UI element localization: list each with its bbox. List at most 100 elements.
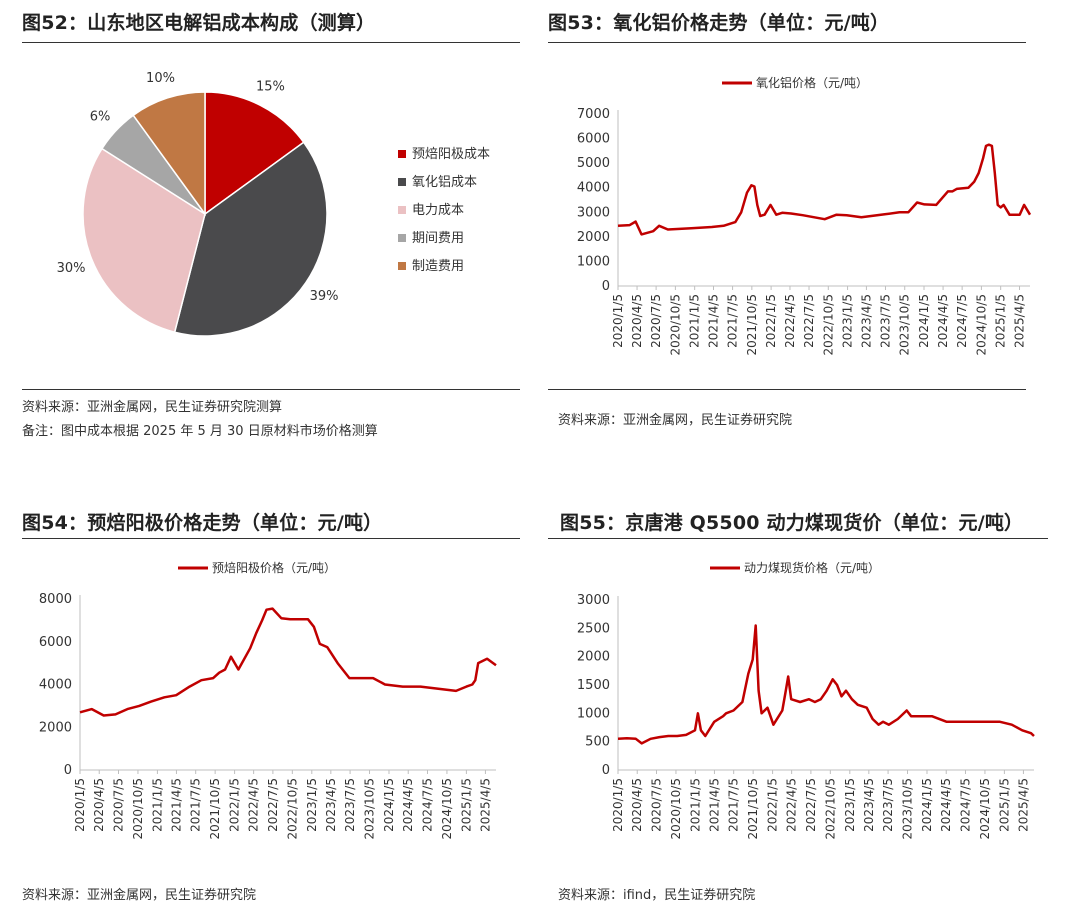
x-tick-label-20: 2025/1/5 [459, 778, 473, 832]
x-tick-label-11: 2022/10/5 [821, 294, 835, 356]
y-tick-label-5: 2500 [577, 621, 610, 636]
x-tick-label-5: 2021/4/5 [169, 778, 183, 832]
x-tick-label-0: 2020/1/5 [611, 778, 625, 832]
x-tick-label-8: 2022/1/5 [764, 294, 778, 348]
x-tick-label-8: 2022/1/5 [766, 778, 780, 832]
fig54-panel: 图54：预焙阳极价格走势（单位：元/吨） 预焙阳极价格（元/吨） 0 2000 400… [22, 506, 520, 906]
x-tick-label-21: 2025/4/5 [1013, 294, 1027, 348]
x-tick-label-6: 2021/7/5 [726, 294, 740, 348]
x-tick-label-0: 2020/1/5 [73, 778, 87, 832]
fig52-note: 备注：图中成本根据 2025 年 5 月 30 日原材料市场价格测算 [22, 424, 378, 439]
y-tick-label-4: 4000 [577, 181, 610, 196]
x-tick-label-2: 2020/7/5 [649, 294, 663, 348]
x-tick-label-5: 2021/4/5 [707, 294, 721, 348]
x-tick-label-1: 2020/4/5 [92, 778, 106, 832]
x-tick-label-0: 2020/1/5 [611, 294, 625, 348]
fig52-panel: 图52：山东地区电解铝成本构成（测算） 15% 39% 30% 6% 10% 预焙阳极成本… [22, 6, 520, 439]
fig53-panel: 图53：氧化铝价格走势（单位：元/吨） 氧化铝价格（元/吨） 0 1000 2000 3… [548, 6, 1058, 436]
x-tick-label-7: 2021/10/5 [745, 294, 759, 356]
x-tick-label-13: 2023/4/5 [859, 294, 873, 348]
legend-marker-5 [398, 262, 406, 270]
fig54-title-rule [22, 538, 520, 539]
y-tick-label-5: 5000 [577, 156, 610, 171]
x-tick-label-13: 2023/4/5 [324, 778, 338, 832]
legend-label-2: 氧化铝成本 [412, 175, 477, 190]
y-tick-label-3: 6000 [39, 635, 72, 650]
legend-label-5: 制造费用 [412, 259, 464, 274]
legend-label-1: 预焙阳极成本 [412, 147, 490, 162]
x-tick-label-12: 2023/1/5 [841, 294, 855, 348]
y-tick-label-6: 3000 [577, 593, 610, 608]
x-tick-label-6: 2021/7/5 [727, 778, 741, 832]
fig55-source: 资料来源：ifind，民生证券研究院 [558, 888, 756, 903]
pie-slice-2 [173, 141, 328, 337]
x-tick-label-6: 2021/7/5 [189, 778, 203, 832]
x-tick-label-9: 2022/4/5 [785, 778, 799, 832]
x-tick-label-10: 2022/7/5 [266, 778, 280, 832]
x-tick-label-14: 2023/7/5 [878, 294, 892, 348]
x-tick-label-2: 2020/7/5 [649, 778, 663, 832]
x-tick-label-9: 2022/4/5 [783, 294, 797, 348]
x-tick-label-17: 2024/4/5 [401, 778, 415, 832]
x-tick-label-4: 2021/1/5 [688, 778, 702, 832]
fig55-title: 图55：京唐港 Q5500 动力煤现货价（单位：元/吨） [560, 512, 1024, 534]
x-tick-label-15: 2023/10/5 [901, 778, 915, 840]
x-tick-label-4: 2021/1/5 [688, 294, 702, 348]
x-tick-label-10: 2022/7/5 [804, 778, 818, 832]
x-tick-label-12: 2023/1/5 [843, 778, 857, 832]
y-tick-label-2: 2000 [577, 230, 610, 245]
series-line [617, 624, 1035, 745]
x-tick-label-20: 2025/1/5 [997, 778, 1011, 832]
fig55-panel: 图55：京唐港 Q5500 动力煤现货价（单位：元/吨） 动力煤现货价格（元/吨… [548, 506, 1058, 906]
pie-slice-3 [82, 147, 206, 334]
fig54-line-chart: 预焙阳极价格（元/吨） 0 2000 4000 6000 8000 2020/1/5 2020… [39, 560, 497, 840]
y-tick-label-1: 2000 [39, 720, 72, 735]
x-tick-label-16: 2024/1/5 [920, 778, 934, 832]
x-tick-label-10: 2022/7/5 [802, 294, 816, 348]
pie-label-3: 30% [57, 261, 86, 276]
fig53-title-rule [548, 42, 1026, 43]
pie-label-4: 6% [90, 109, 111, 124]
x-tick-label-12: 2023/1/5 [305, 778, 319, 832]
x-tick-label-16: 2024/1/5 [382, 778, 396, 832]
legend-marker-4 [398, 234, 406, 242]
x-tick-label-8: 2022/1/5 [228, 778, 242, 832]
legend-marker-2 [398, 178, 406, 186]
x-tick-label-3: 2020/10/5 [131, 778, 145, 840]
y-tick-label-0: 0 [602, 763, 610, 778]
y-tick-label-7: 7000 [577, 107, 610, 122]
x-tick-label-20: 2025/1/5 [994, 294, 1008, 348]
x-tick-label-19: 2024/10/5 [974, 294, 988, 356]
x-tick-label-16: 2024/1/5 [917, 294, 931, 348]
fig52-bottom-rule [22, 389, 520, 390]
x-tick-label-17: 2024/4/5 [939, 778, 953, 832]
x-tick-label-18: 2024/7/5 [955, 294, 969, 348]
pie-label-2: 39% [310, 289, 339, 304]
x-tick-label-19: 2024/10/5 [440, 778, 454, 840]
series-line [79, 607, 497, 717]
x-tick-label-15: 2023/10/5 [898, 294, 912, 356]
x-tick-label-18: 2024/7/5 [958, 778, 972, 832]
fig55-line-chart: 动力煤现货价格（元/吨） 0 500 1000 1500 2000 2500 3000 2020… [577, 560, 1035, 840]
y-tick-label-0: 0 [602, 279, 610, 294]
y-tick-label-3: 1500 [577, 678, 610, 693]
x-tick-label-1: 2020/4/5 [630, 778, 644, 832]
legend-label: 预焙阳极价格（元/吨） [212, 560, 336, 575]
y-tick-label-4: 2000 [577, 650, 610, 665]
fig52-source: 资料来源：亚洲金属网，民生证券研究院测算 [22, 400, 283, 415]
fig53-source: 资料来源：亚洲金属网，民生证券研究院 [558, 413, 793, 428]
y-tick-label-2: 1000 [577, 706, 610, 721]
fig54-title: 图54：预焙阳极价格走势（单位：元/吨） [22, 512, 383, 534]
fig53-bottom-rule [548, 389, 1026, 390]
pie-label-1: 15% [256, 80, 285, 95]
legend-label-3: 电力成本 [412, 203, 464, 218]
x-tick-label-18: 2024/7/5 [420, 778, 434, 832]
x-tick-label-11: 2022/10/5 [285, 778, 299, 840]
fig55-title-rule [548, 538, 1048, 539]
series-line [617, 143, 1032, 236]
x-tick-label-7: 2021/10/5 [746, 778, 760, 840]
x-tick-label-15: 2023/10/5 [363, 778, 377, 840]
fig52-title: 图52：山东地区电解铝成本构成（测算） [22, 12, 376, 34]
x-tick-label-19: 2024/10/5 [978, 778, 992, 840]
